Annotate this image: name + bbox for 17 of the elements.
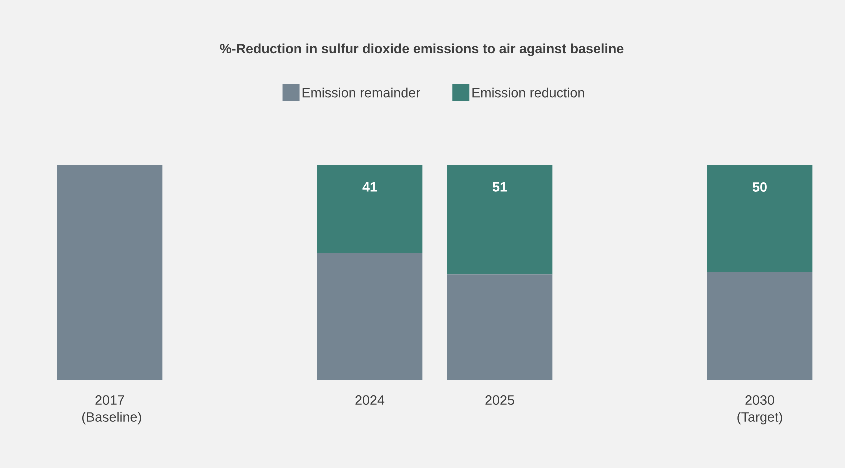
x-tick-label: 2030 (Target) bbox=[738, 396, 782, 425]
x-tick-label: 2025 bbox=[486, 396, 514, 406]
x-tick-label: 2017 (Baseline) bbox=[82, 396, 142, 425]
legend-label: Emission remainder bbox=[302, 88, 420, 98]
bar bbox=[447, 164, 553, 275]
bar bbox=[707, 164, 813, 272]
bar bbox=[317, 164, 423, 254]
x-tick-label: 2024 bbox=[356, 396, 385, 406]
bar bbox=[317, 253, 423, 380]
data-label: 50 bbox=[752, 182, 767, 192]
legend-label: Emission reduction bbox=[472, 88, 584, 98]
data-label: 51 bbox=[492, 182, 508, 192]
bar bbox=[447, 274, 553, 380]
chart-title: %-Reduction in sulfur dioxide emissions to air against baseline bbox=[220, 44, 624, 56]
bar bbox=[707, 272, 813, 380]
data-label: 41 bbox=[362, 182, 378, 192]
bar bbox=[57, 164, 163, 380]
